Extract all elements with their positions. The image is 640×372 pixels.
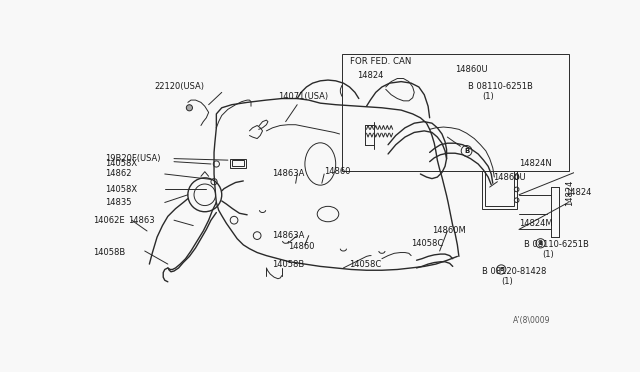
Text: B 08110-6251B: B 08110-6251B bbox=[524, 240, 589, 249]
Text: 14863A: 14863A bbox=[273, 170, 305, 179]
Text: 14824: 14824 bbox=[357, 71, 383, 80]
Text: 14860: 14860 bbox=[288, 242, 314, 251]
Text: 14860M: 14860M bbox=[432, 227, 466, 235]
Text: 14862: 14862 bbox=[105, 170, 131, 179]
Text: A’(8\0009: A’(8\0009 bbox=[513, 316, 550, 325]
Text: 14863A: 14863A bbox=[273, 231, 305, 240]
Bar bbox=[482, 158, 516, 209]
Text: (1): (1) bbox=[501, 277, 513, 286]
Text: 14071(USA): 14071(USA) bbox=[278, 93, 328, 102]
Text: 14860: 14860 bbox=[324, 167, 351, 176]
Text: B 08110-6251B: B 08110-6251B bbox=[468, 83, 533, 92]
Text: 22120(USA): 22120(USA) bbox=[155, 83, 205, 92]
Text: 14860U: 14860U bbox=[455, 65, 488, 74]
Text: 14835: 14835 bbox=[105, 198, 131, 207]
Text: B: B bbox=[538, 241, 543, 246]
Bar bbox=[342, 54, 569, 171]
Bar bbox=[230, 158, 246, 168]
Bar bbox=[485, 162, 513, 206]
Text: 14824N: 14824N bbox=[519, 160, 552, 169]
Text: 14062E: 14062E bbox=[93, 216, 125, 225]
Text: B: B bbox=[499, 267, 504, 272]
Text: B 08120-81428: B 08120-81428 bbox=[482, 267, 547, 276]
Circle shape bbox=[186, 105, 193, 111]
Text: (1): (1) bbox=[482, 93, 493, 102]
Bar bbox=[232, 160, 244, 166]
Text: 14860U: 14860U bbox=[493, 173, 526, 182]
Text: FOR FED. CAN: FOR FED. CAN bbox=[349, 57, 411, 66]
Text: 14058B: 14058B bbox=[93, 248, 125, 257]
Text: 14863: 14863 bbox=[128, 216, 154, 225]
Text: 14058X: 14058X bbox=[105, 160, 137, 169]
Text: 14824: 14824 bbox=[565, 188, 591, 197]
Text: 14058B: 14058B bbox=[273, 260, 305, 269]
Text: 14058X: 14058X bbox=[105, 185, 137, 194]
Text: 14058C: 14058C bbox=[411, 239, 444, 248]
Text: 14058C: 14058C bbox=[349, 260, 382, 269]
Text: 14824M: 14824M bbox=[519, 219, 552, 228]
Text: B: B bbox=[464, 148, 469, 154]
Text: 14824: 14824 bbox=[565, 179, 574, 206]
Text: (1): (1) bbox=[542, 250, 554, 259]
Text: 19B20F(USA): 19B20F(USA) bbox=[105, 154, 160, 163]
